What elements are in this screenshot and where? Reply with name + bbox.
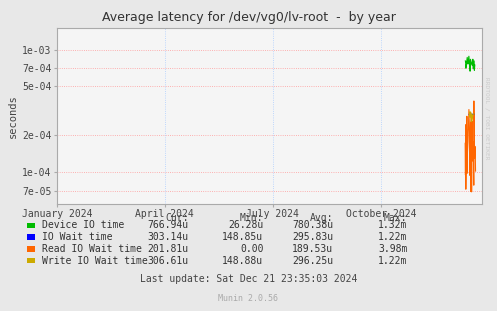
Text: Avg:: Avg: [310, 213, 333, 223]
Text: 148.85u: 148.85u [222, 232, 263, 242]
Text: Munin 2.0.56: Munin 2.0.56 [219, 294, 278, 303]
Text: 295.83u: 295.83u [292, 232, 333, 242]
Text: Max:: Max: [384, 213, 408, 223]
Text: 1.22m: 1.22m [378, 256, 408, 266]
Text: 0.00: 0.00 [240, 244, 263, 254]
Text: RRDTOOL / TOBI OETIKER: RRDTOOL / TOBI OETIKER [485, 77, 490, 160]
Text: Min:: Min: [240, 213, 263, 223]
Text: 303.14u: 303.14u [148, 232, 189, 242]
Text: Device IO time: Device IO time [42, 220, 124, 230]
Text: 189.53u: 189.53u [292, 244, 333, 254]
Text: 1.32m: 1.32m [378, 220, 408, 230]
Text: 306.61u: 306.61u [148, 256, 189, 266]
Text: 3.98m: 3.98m [378, 244, 408, 254]
Text: Read IO Wait time: Read IO Wait time [42, 244, 142, 254]
Text: 1.22m: 1.22m [378, 232, 408, 242]
Text: Last update: Sat Dec 21 23:35:03 2024: Last update: Sat Dec 21 23:35:03 2024 [140, 274, 357, 284]
Text: Write IO Wait time: Write IO Wait time [42, 256, 148, 266]
Text: 780.38u: 780.38u [292, 220, 333, 230]
Text: 26.28u: 26.28u [228, 220, 263, 230]
Text: 296.25u: 296.25u [292, 256, 333, 266]
Text: IO Wait time: IO Wait time [42, 232, 113, 242]
Text: Cur:: Cur: [166, 213, 189, 223]
Text: 148.88u: 148.88u [222, 256, 263, 266]
Text: 766.94u: 766.94u [148, 220, 189, 230]
Y-axis label: seconds: seconds [8, 94, 18, 138]
Text: 201.81u: 201.81u [148, 244, 189, 254]
Text: Average latency for /dev/vg0/lv-root  -  by year: Average latency for /dev/vg0/lv-root - b… [101, 11, 396, 24]
